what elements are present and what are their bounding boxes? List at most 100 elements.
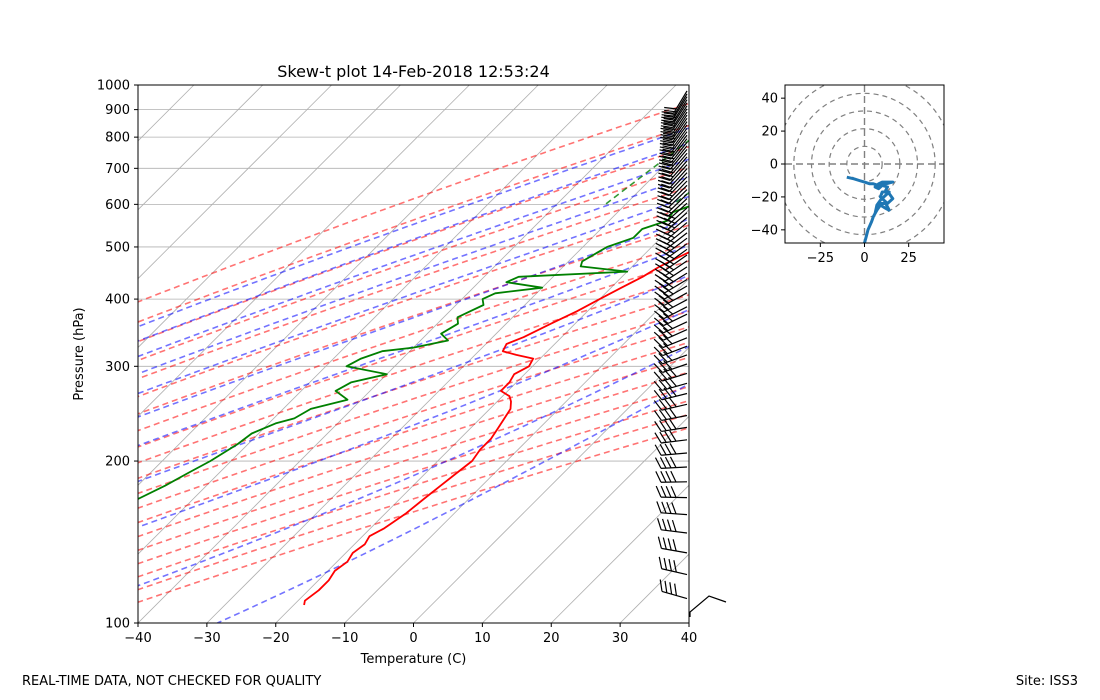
barb-flag [660,470,667,483]
barb-flag [657,198,669,205]
barb-flag [657,179,670,185]
wind-barb [659,131,688,154]
barb-staff [661,392,688,401]
barb-staff [670,141,688,164]
wind-barb [654,443,688,456]
wind-barb [659,141,688,164]
barb-flag [662,132,676,137]
wind-barb [660,111,688,135]
barb-staff [666,212,688,231]
wind-barb [659,138,688,160]
wind-barb [656,193,688,213]
wind-barb [653,407,688,422]
temperature-profile [303,251,689,606]
isotherm-line [275,209,689,623]
barb-flag [660,187,673,193]
barb-flag [660,195,673,201]
barb-flag [658,370,668,380]
barb-flag [669,456,677,468]
wind-barb [653,396,688,411]
barb-flag [653,371,663,382]
barb-flag [668,559,672,572]
barb-staff [669,156,688,177]
y-tick-label: 800 [105,131,130,146]
barb-staff [667,193,688,213]
barb-flag [660,127,673,131]
barb-flag [659,457,667,469]
barb-flag [658,361,668,372]
x-tick-label: 20 [543,631,560,646]
barb-flag [662,299,674,308]
barb-flag [653,380,663,391]
dry-adiabat [138,371,689,552]
y-tick-label: 900 [105,103,130,118]
barb-flag [658,344,668,355]
isotherm-line [138,85,264,211]
dry-adiabat [138,260,689,448]
wind-barb [659,127,688,150]
barb-flag [653,324,664,334]
y-tick-label: 600 [105,198,130,213]
barb-flag [663,368,673,379]
wind-barb [657,184,688,205]
barb-flag [658,301,669,311]
wind-barb [659,579,688,600]
barb-flag [663,343,673,353]
barb-staff [673,93,688,117]
dry-adiabat [138,310,689,495]
wind-barb [661,99,688,123]
barb-flag [658,176,671,181]
barb-flag [665,470,672,483]
barb-flag [654,304,665,313]
barb-flag [663,117,676,121]
skewt-plot-area [138,85,689,623]
wind-barb [657,172,688,193]
x-tick-label: −30 [193,631,220,646]
barb-flag [662,327,673,337]
barb-staff [666,217,688,235]
wind-barb [658,160,688,181]
barb-staff [661,568,688,576]
barb-flag [665,485,672,498]
moist-adiabat [138,175,689,375]
x-tick-label: −20 [262,631,289,646]
barb-flag [661,168,674,174]
wind-barb [658,556,688,576]
barb-staff [662,363,688,374]
barb-flag [663,126,676,131]
barb-flag [663,115,676,119]
wind-barb [661,93,688,117]
barb-flag [662,306,674,315]
hodo-x-tick-label: 25 [900,251,917,266]
barb-flag [654,432,662,444]
barb-flag [661,501,667,514]
barb-staff [670,138,688,160]
isotherm-line [0,85,56,623]
mixing-ratio-line [922,85,1097,204]
barb-flag [667,538,672,551]
barb-flag [653,400,663,411]
isotherm-line [344,278,689,623]
barb-staff [661,439,688,444]
barb-flag [668,376,677,387]
wind-barb [657,536,688,554]
barb-flag [663,236,675,244]
hodo-y-tick-label: −40 [751,223,778,238]
barb-flag [658,388,668,399]
moist-adiabat [138,142,689,342]
barb-flag [674,583,678,596]
dry-adiabat [138,293,689,480]
barb-flag [662,537,667,550]
barb-staff [661,466,688,469]
barb-flag [658,165,671,170]
wind-barb [658,156,688,178]
barb-flag [660,125,673,129]
barb-staff [670,131,688,153]
barb-flag [658,322,669,332]
barb-flag [658,169,671,174]
isotherm-line [206,140,689,623]
barb-flag [660,191,673,197]
barb-staff [671,121,688,144]
barb-staff [662,345,688,357]
